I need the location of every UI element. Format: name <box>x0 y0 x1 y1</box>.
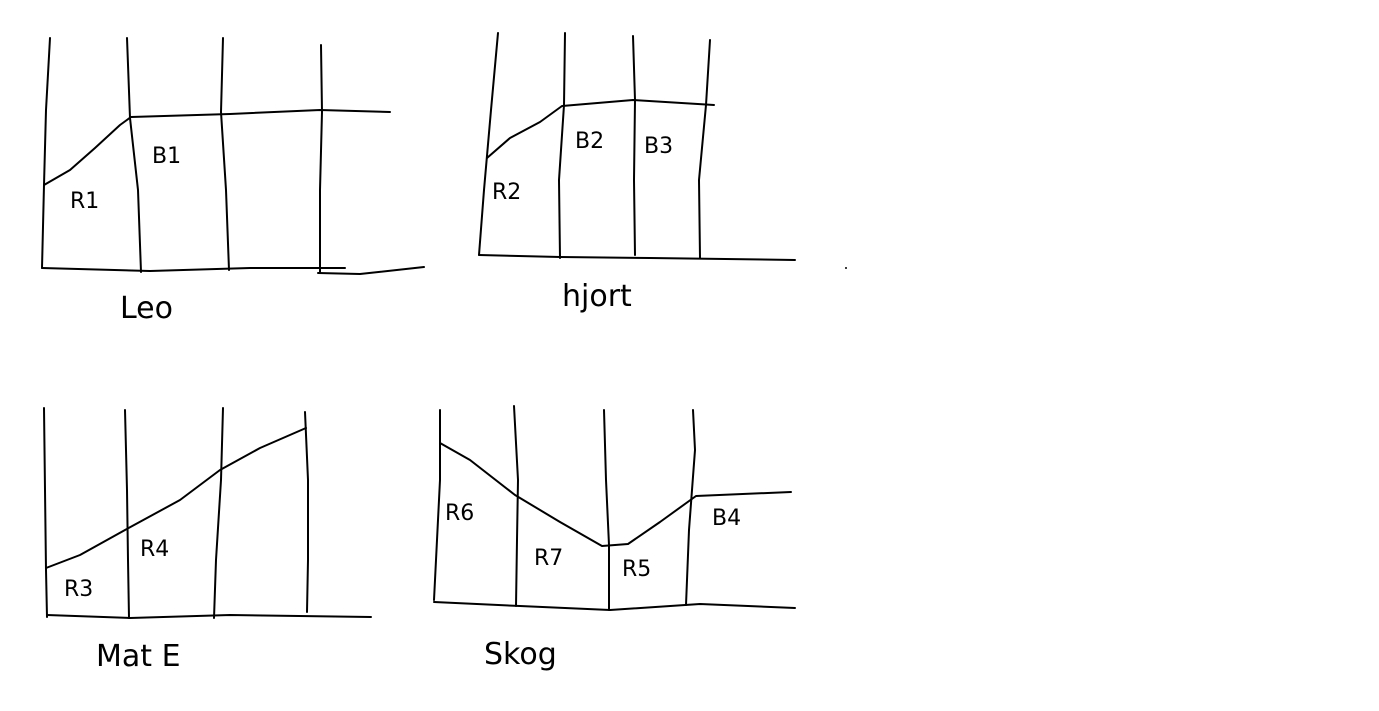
mate-ground-line <box>46 614 372 619</box>
skog-vertical-line-3 <box>603 409 610 611</box>
hjort-boundary-line <box>486 99 715 159</box>
mate-vertical-line-1 <box>43 407 48 618</box>
leo-caption: Leo <box>120 291 173 326</box>
mate-caption: Mat E <box>96 639 181 674</box>
leo-ground-line-extension <box>317 266 425 275</box>
hjort-vertical-line-1 <box>478 32 499 256</box>
skog-vertical-line-4 <box>685 409 696 606</box>
mate-label-r4: R4 <box>140 537 169 562</box>
leo-vertical-line-3 <box>220 37 230 271</box>
diagram-hjort: R2 B2 B3 hjort <box>478 32 796 314</box>
diagram-mate: R3 R4 Mat E <box>43 407 372 674</box>
leo-vertical-line-4 <box>319 44 323 273</box>
leo-boundary-line <box>43 109 391 186</box>
hjort-vertical-line-3 <box>632 35 636 256</box>
leo-label-b1: B1 <box>152 144 181 169</box>
skog-label-b4: B4 <box>712 506 741 531</box>
hjort-label-r2: R2 <box>492 180 521 205</box>
diagram-leo: R1 B1 Leo <box>41 37 425 326</box>
skog-caption: Skog <box>484 637 557 672</box>
skog-vertical-line-2 <box>513 405 519 607</box>
leo-ground-line <box>41 267 346 272</box>
leo-vertical-line-2 <box>126 37 142 273</box>
mate-boundary-line <box>45 427 307 569</box>
hjort-caption: hjort <box>562 279 632 314</box>
hjort-ground-line <box>478 254 796 261</box>
hjort-vertical-line-2 <box>558 32 566 259</box>
skog-vertical-line-1 <box>433 409 441 601</box>
leo-vertical-line-1 <box>41 37 51 269</box>
hjort-label-b2: B2 <box>575 129 604 154</box>
hjort-label-b3: B3 <box>644 134 673 159</box>
skog-label-r6: R6 <box>445 501 474 526</box>
skog-label-r5: R5 <box>622 557 651 582</box>
skog-label-r7: R7 <box>534 546 563 571</box>
mate-vertical-line-4 <box>304 411 309 613</box>
mate-label-r3: R3 <box>64 577 93 602</box>
stray-dot <box>845 267 847 269</box>
diagram-skog: R6 R7 R5 B4 Skog <box>433 405 796 672</box>
skog-ground-line <box>433 601 796 611</box>
skog-boundary-line <box>439 442 792 547</box>
mate-vertical-line-3 <box>213 407 224 619</box>
leo-label-r1: R1 <box>70 189 99 214</box>
hjort-vertical-line-4 <box>698 39 711 259</box>
mate-vertical-line-2 <box>124 409 130 619</box>
